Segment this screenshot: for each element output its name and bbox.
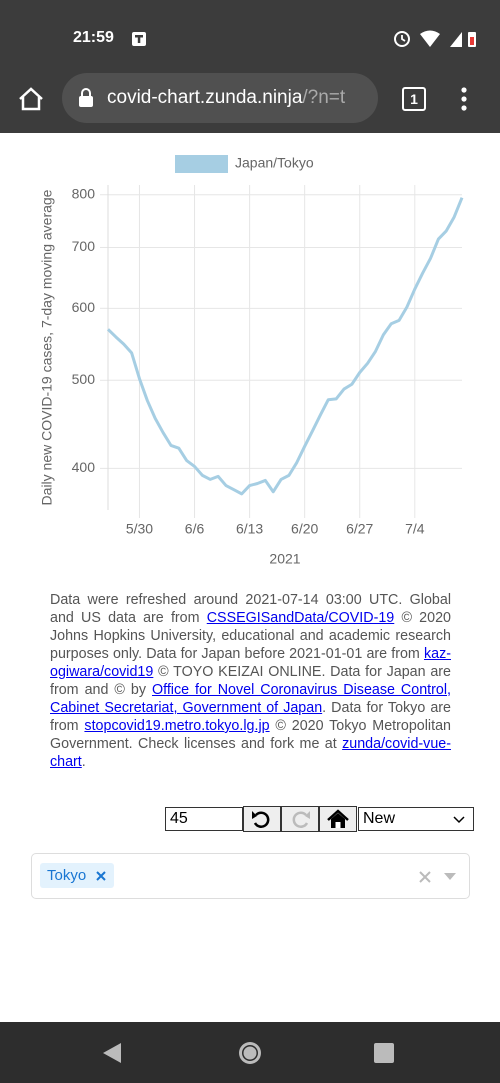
- x-tick-label: 5/30: [126, 521, 153, 537]
- redo-button[interactable]: [281, 806, 319, 832]
- legend-label: Japan/Tokyo: [235, 155, 314, 171]
- status-time: 21:59: [73, 29, 114, 46]
- nav-buttons: [103, 1042, 394, 1064]
- notice-link[interactable]: kaz-ogiwara/covid19: [50, 646, 451, 680]
- notice-link[interactable]: Office for Novel Coronavirus Disease Con…: [50, 682, 451, 716]
- dropdown-caret[interactable]: [444, 873, 456, 881]
- x-axis-title: 2021: [269, 551, 300, 567]
- x-tick-label: 6/13: [236, 521, 263, 537]
- legend-swatch: [175, 155, 228, 173]
- tag-remove[interactable]: [96, 871, 106, 881]
- mode-select[interactable]: New: [358, 807, 474, 831]
- notice-text: © 2020 Johns Hopkins University, educati…: [50, 610, 451, 662]
- menu-button[interactable]: [458, 86, 470, 112]
- browser-top-bar: 21:59 covid-chart.zunda.ninja/?n=t 1: [0, 0, 500, 133]
- reset-button[interactable]: [319, 806, 357, 832]
- tag-select[interactable]: Tokyo: [31, 853, 470, 899]
- url: covid-chart.zunda.ninja/?n=t: [107, 87, 345, 109]
- notice-text: . Data for Tokyo are from: [50, 700, 451, 734]
- y-tick-label: 500: [72, 371, 96, 387]
- series-line: [106, 197, 464, 496]
- y-tick-label: 800: [72, 185, 96, 201]
- home-button[interactable]: [17, 86, 45, 112]
- address-bar[interactable]: covid-chart.zunda.ninja/?n=t: [62, 73, 378, 123]
- tag-chip: Tokyo: [40, 863, 115, 888]
- y-tick-label: 700: [72, 238, 96, 254]
- tag-label: Tokyo: [47, 867, 87, 884]
- undo-icon: [252, 811, 270, 828]
- notification-icon: [132, 32, 146, 46]
- notice: Data were refreshed around 2021-07-14 03…: [50, 591, 451, 771]
- y-axis-title: Daily new COVID-19 cases, 7-day moving a…: [39, 189, 55, 505]
- notice-text: © 2020 Tokyo Metropolitan Government. Ch…: [50, 718, 451, 752]
- undo-button[interactable]: [243, 806, 281, 832]
- navigation-bar: [0, 1022, 500, 1083]
- x-tick-label: 6/27: [346, 521, 373, 537]
- redo-icon: [292, 811, 310, 828]
- chart: Japan/Tokyo 400 500 600 700 800 5/30 6/6 6/13 6/2…: [39, 155, 464, 567]
- status-icons: [394, 30, 476, 47]
- url-host: covid-chart.zunda.ninja: [107, 87, 303, 108]
- notice-link[interactable]: stopcovid19.metro.tokyo.lg.jp: [84, 718, 270, 734]
- y-tick-label: 400: [72, 459, 96, 475]
- days-input[interactable]: 45: [165, 807, 243, 831]
- x-tick-label: 6/6: [185, 521, 205, 537]
- mode-value: New: [363, 810, 396, 827]
- y-tick-label: 600: [72, 299, 96, 315]
- clear-button[interactable]: [419, 871, 431, 883]
- notice-text: © TOYO KEIZAI ONLINE. Data for Japan are…: [50, 664, 451, 698]
- tab-count[interactable]: 1: [402, 87, 426, 111]
- select-arrow: [453, 816, 465, 824]
- lock-icon: [79, 88, 93, 107]
- x-tick-label: 7/4: [405, 521, 425, 537]
- notice-text: Data were refreshed around 2021-07-14 03…: [50, 592, 451, 626]
- notice-link[interactable]: CSSEGISandData/COVID-19: [206, 610, 395, 626]
- notice-text: .: [81, 754, 86, 770]
- notice-link[interactable]: zunda/covid-vue-chart: [50, 736, 451, 770]
- reset-icon: [327, 809, 349, 828]
- x-tick-label: 6/20: [291, 521, 318, 537]
- url-rest: /?n=t: [302, 87, 346, 108]
